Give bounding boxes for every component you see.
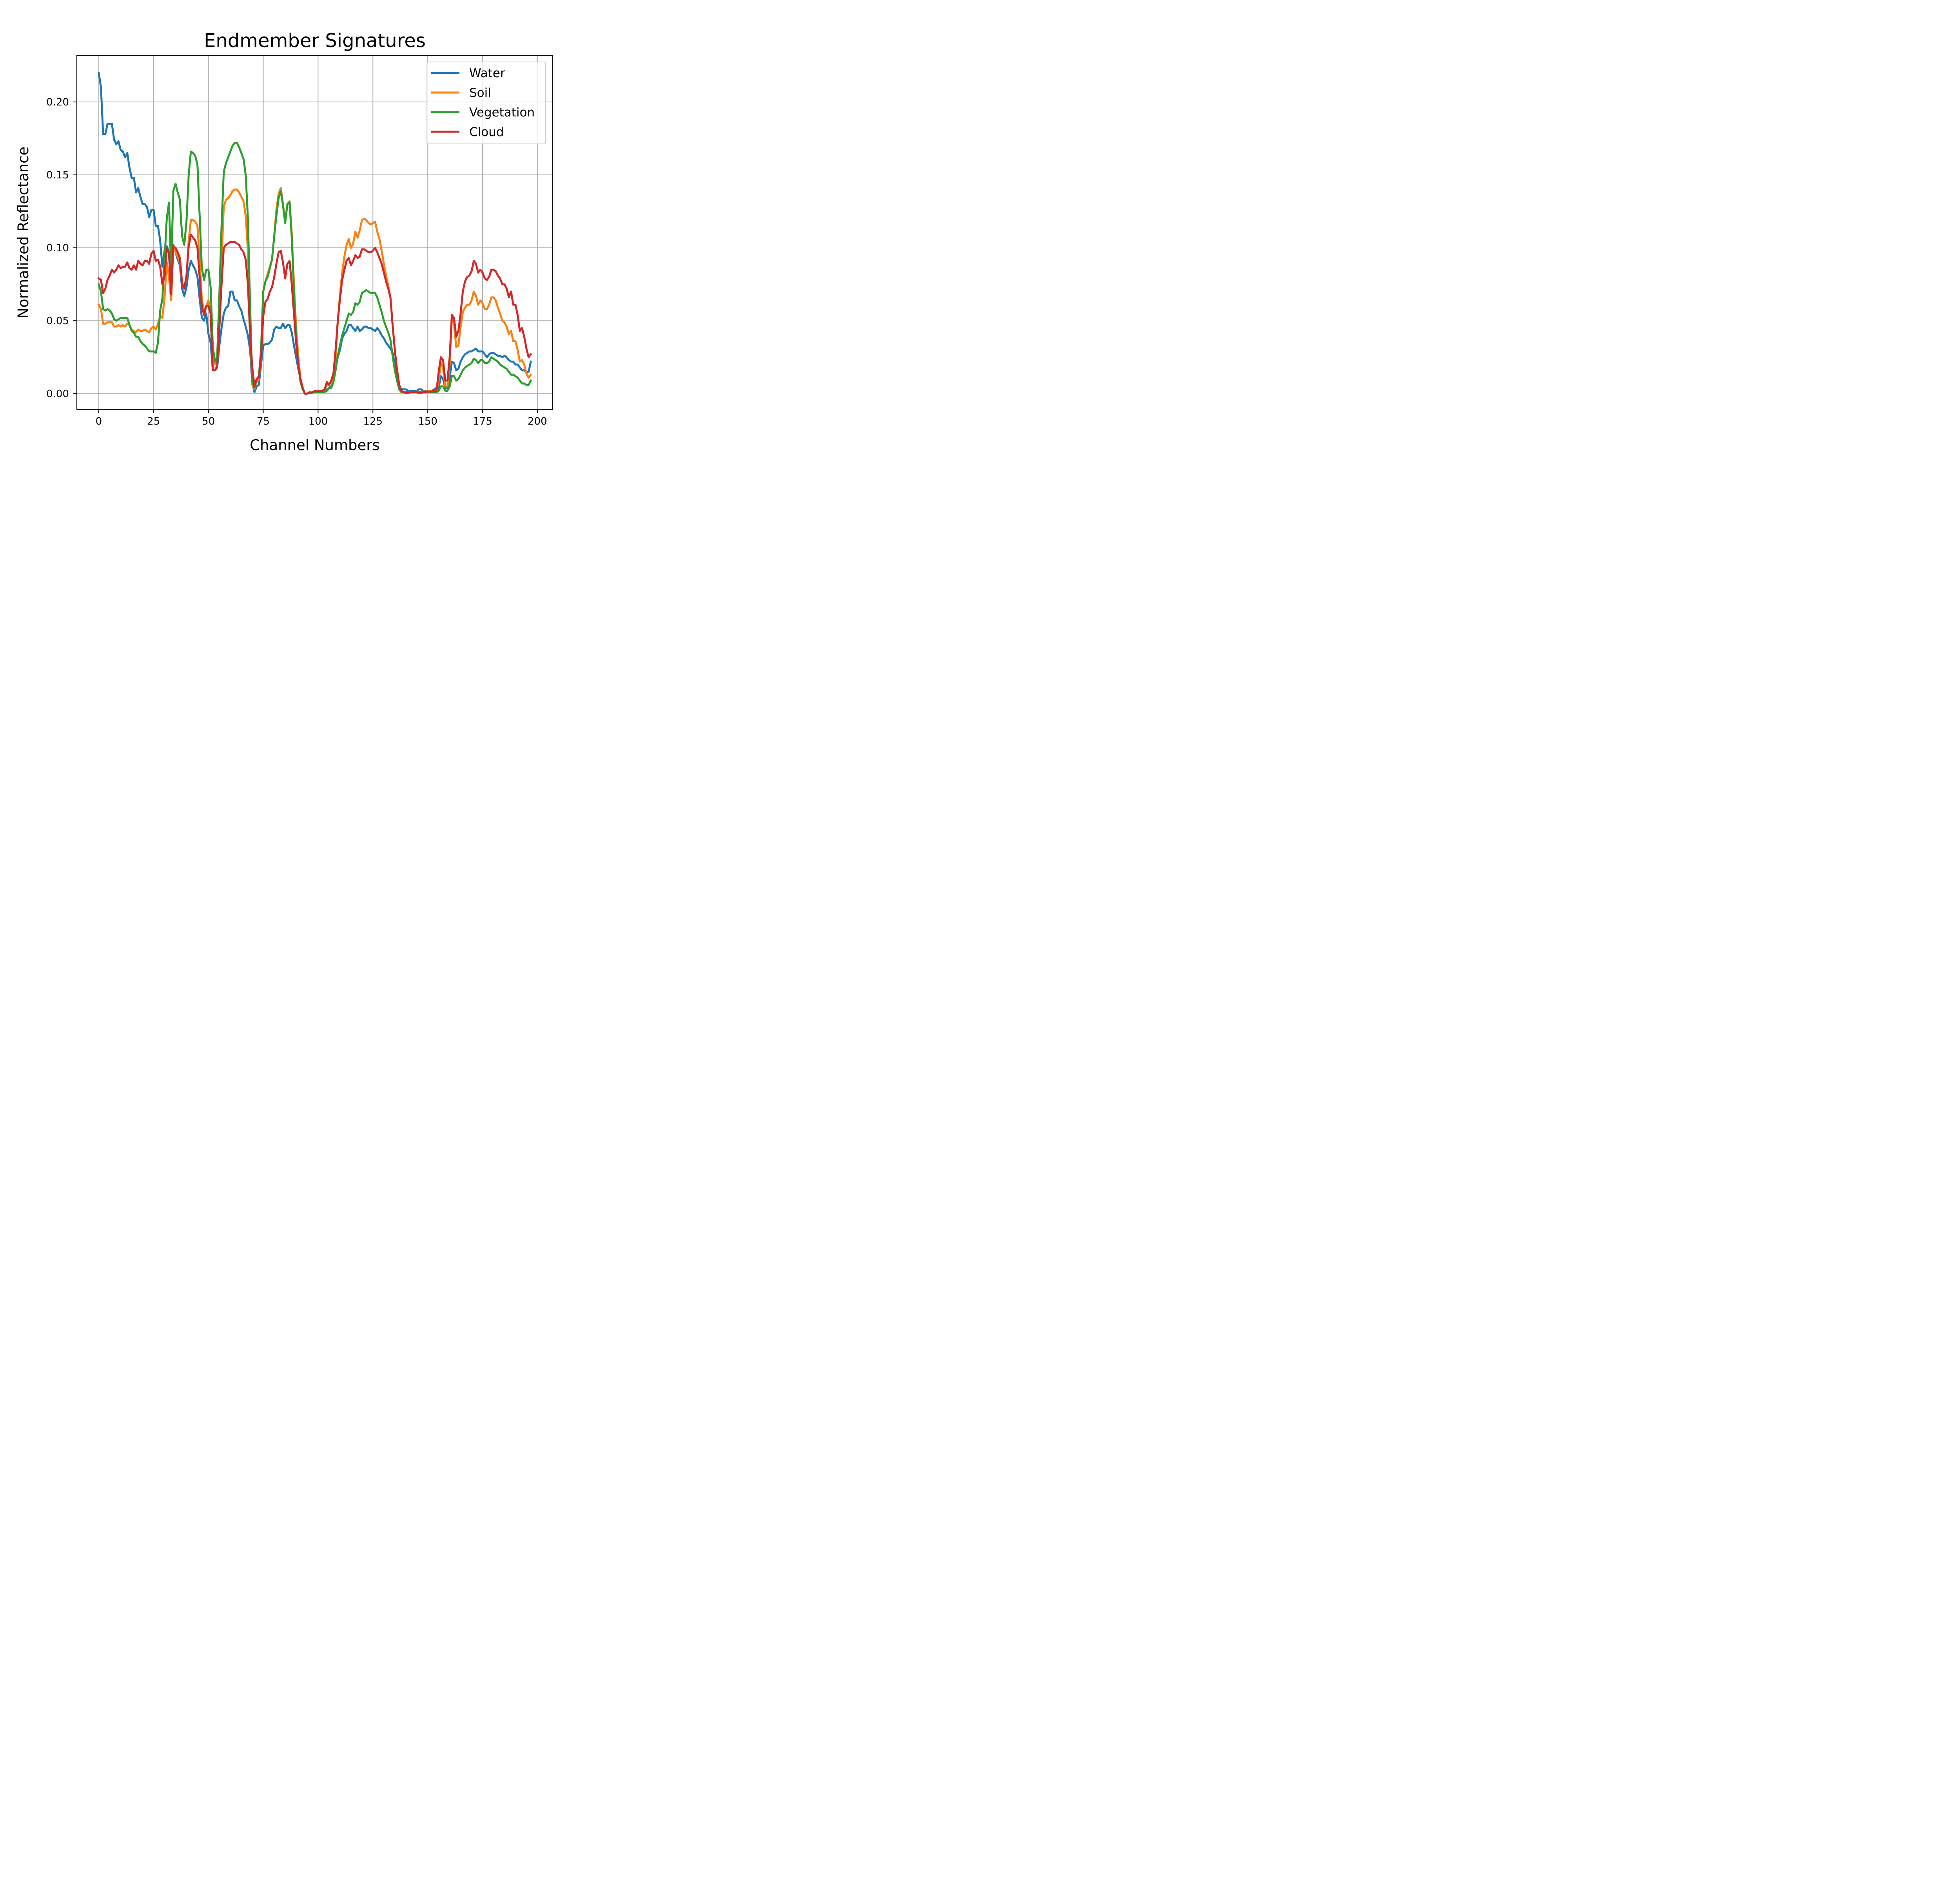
x-tick-label: 0 — [96, 416, 102, 427]
series-line-vegetation — [97, 142, 532, 395]
x-tick-label: 175 — [473, 416, 492, 427]
x-axis: 0 25 50 75 100 125 150 175 200 — [96, 410, 547, 427]
legend-label-cloud: Cloud — [469, 125, 504, 139]
x-tick-label: 50 — [202, 416, 215, 427]
x-tick-label: 100 — [309, 416, 328, 427]
x-tick-label: 75 — [257, 416, 270, 427]
y-tick-label: 0.00 — [46, 388, 69, 400]
series-line-cloud — [97, 234, 532, 395]
y-tick-label: 0.10 — [46, 242, 69, 254]
x-tick-label: 150 — [418, 416, 437, 427]
x-tick-label: 200 — [528, 416, 547, 427]
y-axis-label: Normalized Reflectance — [15, 147, 32, 319]
x-tick-label: 25 — [147, 416, 160, 427]
chart: 0 25 50 75 100 125 150 175 200 0.000.050.100.150… — [0, 0, 606, 455]
x-axis-label: Channel Numbers — [250, 437, 380, 454]
y-tick-label: 0.05 — [46, 315, 69, 327]
y-axis: 0.00 0.05 0.10 0.15 0.20 — [46, 96, 77, 400]
series-layer — [97, 71, 532, 395]
legend: Water Soil Vegetation Cloud — [426, 62, 546, 144]
legend-frame — [426, 62, 546, 144]
plot-frame — [76, 55, 553, 410]
y-tick-label: 0.20 — [46, 96, 69, 108]
y-tick-label: 0.15 — [46, 169, 69, 181]
legend-label-vegetation: Vegetation — [469, 105, 535, 120]
chart-title: Endmember Signatures — [204, 30, 426, 52]
legend-label-water: Water — [469, 66, 505, 80]
legend-label-soil: Soil — [469, 86, 491, 100]
x-tick-label: 125 — [363, 416, 383, 427]
